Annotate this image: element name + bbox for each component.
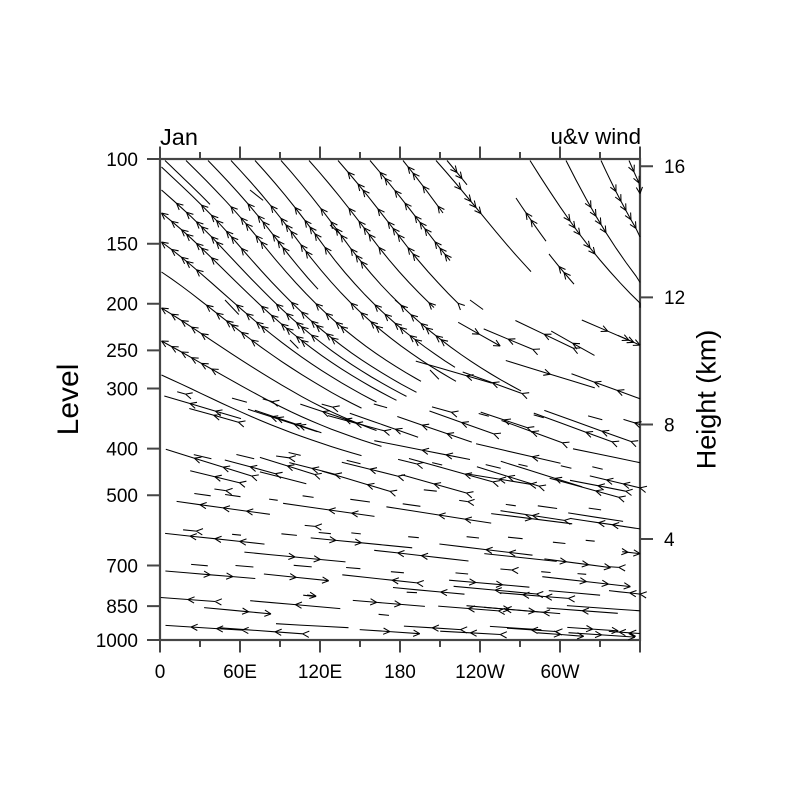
svg-text:100: 100: [106, 150, 138, 171]
svg-text:700: 700: [106, 556, 138, 577]
svg-text:200: 200: [106, 295, 138, 316]
svg-text:0: 0: [155, 662, 166, 683]
svg-text:300: 300: [106, 379, 138, 400]
svg-text:120W: 120W: [455, 662, 505, 683]
svg-text:4: 4: [664, 530, 675, 551]
svg-text:Height (km): Height (km): [692, 330, 722, 470]
svg-text:16: 16: [664, 157, 685, 178]
svg-text:850: 850: [106, 597, 138, 618]
svg-text:60E: 60E: [223, 662, 257, 683]
svg-text:60W: 60W: [540, 662, 579, 683]
svg-text:120E: 120E: [298, 662, 342, 683]
svg-text:500: 500: [106, 486, 138, 507]
svg-text:u&v wind: u&v wind: [551, 124, 641, 149]
svg-text:150: 150: [106, 235, 138, 256]
svg-text:180: 180: [384, 662, 416, 683]
svg-text:12: 12: [664, 288, 685, 309]
svg-text:Level: Level: [52, 364, 85, 436]
svg-text:400: 400: [106, 439, 138, 460]
svg-text:250: 250: [106, 341, 138, 362]
svg-text:8: 8: [664, 415, 675, 436]
svg-text:1000: 1000: [96, 631, 138, 652]
svg-text:Jan: Jan: [160, 124, 198, 150]
